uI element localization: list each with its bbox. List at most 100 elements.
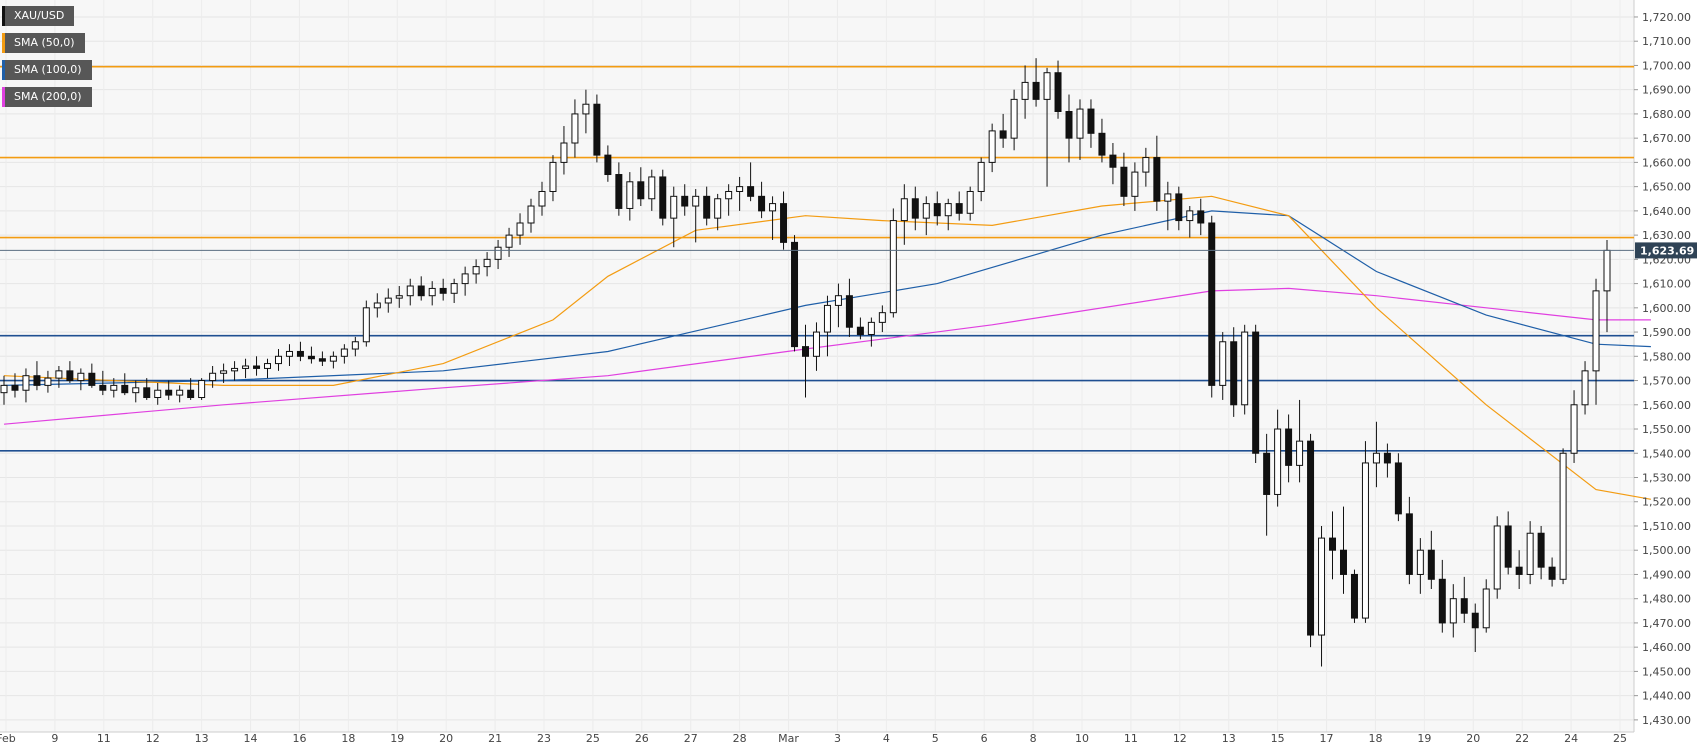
candle-body-up <box>55 370 63 379</box>
candle-body-down <box>296 350 304 357</box>
y-tick-label: 1,460.00 <box>1642 641 1691 654</box>
x-tick-label: 19 <box>390 732 404 744</box>
candle-body-up <box>1372 452 1380 464</box>
y-tick-label: 1,470.00 <box>1642 617 1691 630</box>
candle <box>1142 147 1150 187</box>
candle <box>1252 324 1260 463</box>
candle <box>99 370 107 396</box>
vertical-gridlines <box>5 0 1621 732</box>
candle-body-up <box>264 363 272 369</box>
candle-body-down <box>637 181 645 200</box>
candle <box>1581 361 1589 415</box>
candle <box>670 186 678 248</box>
candle <box>571 99 579 158</box>
candle-body-down <box>615 174 623 209</box>
x-tick-label: 6 <box>981 732 988 744</box>
candle-body-up <box>977 161 985 192</box>
candle <box>22 368 30 403</box>
candle-body-up <box>900 198 908 222</box>
x-tick-label: 24 <box>1564 732 1578 744</box>
candle <box>1120 152 1128 207</box>
legend-item-sma100[interactable]: SMA (100,0) <box>2 60 92 80</box>
candle-body-down <box>143 387 151 399</box>
candle <box>1175 186 1183 231</box>
candle-body-down <box>791 241 799 348</box>
candle <box>373 293 381 318</box>
candle-body-down <box>33 375 41 386</box>
candle-body-down <box>856 326 864 335</box>
y-tick-label: 1,520.00 <box>1642 496 1691 509</box>
y-tick-label: 1,570.00 <box>1642 375 1691 388</box>
x-tick-label: 11 <box>97 732 111 744</box>
x-tick-label: 13 <box>1222 732 1236 744</box>
candle <box>1449 584 1457 638</box>
candle <box>1515 550 1523 589</box>
candle <box>1526 521 1534 585</box>
candle-body-down <box>1087 108 1095 134</box>
candle <box>703 186 711 226</box>
candle-body-down <box>1471 612 1479 629</box>
legend-item-xauusd[interactable]: XAU/USD <box>2 6 75 26</box>
candle-body-down <box>99 384 107 391</box>
candle <box>1416 538 1424 594</box>
candle-body-up <box>692 195 700 207</box>
candle <box>318 351 326 366</box>
y-tick-label: 1,710.00 <box>1642 35 1691 48</box>
candle-body-down <box>681 195 689 207</box>
candle <box>736 176 744 211</box>
legend-item-sma50[interactable]: SMA (50,0) <box>2 33 85 53</box>
candle <box>1230 327 1238 417</box>
candle-body-up <box>1592 290 1600 372</box>
candle-body-up <box>1131 171 1139 197</box>
candle <box>900 184 908 245</box>
candle-body-up <box>944 203 952 217</box>
candle-body-down <box>758 195 766 212</box>
candle <box>329 351 337 369</box>
candle-body-down <box>1394 462 1402 515</box>
y-tick-label: 1,700.00 <box>1642 59 1691 72</box>
candle-body-up <box>472 266 480 275</box>
candle-body-down <box>88 372 96 386</box>
candle <box>1504 511 1512 575</box>
candle <box>714 193 722 231</box>
candle-body-up <box>1010 98 1018 139</box>
candle-body-up <box>560 142 568 163</box>
candle <box>648 169 656 211</box>
candle-body-down <box>1460 598 1468 614</box>
legend-swatch-sma100 <box>2 60 5 80</box>
candle-body-up <box>231 367 239 372</box>
legend-label-sma200: SMA (200,0) <box>14 90 82 103</box>
candle <box>527 198 535 233</box>
candle <box>867 317 875 347</box>
candle-body-down <box>999 130 1007 139</box>
y-tick-label: 1,650.00 <box>1642 181 1691 194</box>
candle <box>615 162 623 216</box>
candle-body-down <box>1109 154 1117 168</box>
candle <box>176 385 184 403</box>
candle-body-up <box>1318 537 1326 636</box>
y-tick-label: 1,670.00 <box>1642 132 1691 145</box>
x-tick-label: 12 <box>1173 732 1187 744</box>
candle <box>845 278 853 337</box>
candle-body-up <box>1076 108 1084 139</box>
x-tick-label: 3 <box>834 732 841 744</box>
legend-item-sma200[interactable]: SMA (200,0) <box>2 87 92 107</box>
candle <box>1559 448 1567 585</box>
last-price-badge <box>1635 242 1697 259</box>
candle <box>0 375 8 405</box>
candle-body-up <box>736 186 744 192</box>
candle-body-down <box>66 370 74 382</box>
candle-body-up <box>1570 404 1578 454</box>
candle <box>362 300 370 347</box>
y-tick-label: 1,580.00 <box>1642 350 1691 363</box>
candle <box>955 191 963 221</box>
candle <box>296 341 304 362</box>
y-tick-label: 1,550.00 <box>1642 423 1691 436</box>
candle <box>878 305 886 333</box>
candle <box>1329 511 1337 580</box>
candle-body-up <box>714 198 722 219</box>
candle <box>1263 433 1271 536</box>
candle <box>77 368 85 391</box>
